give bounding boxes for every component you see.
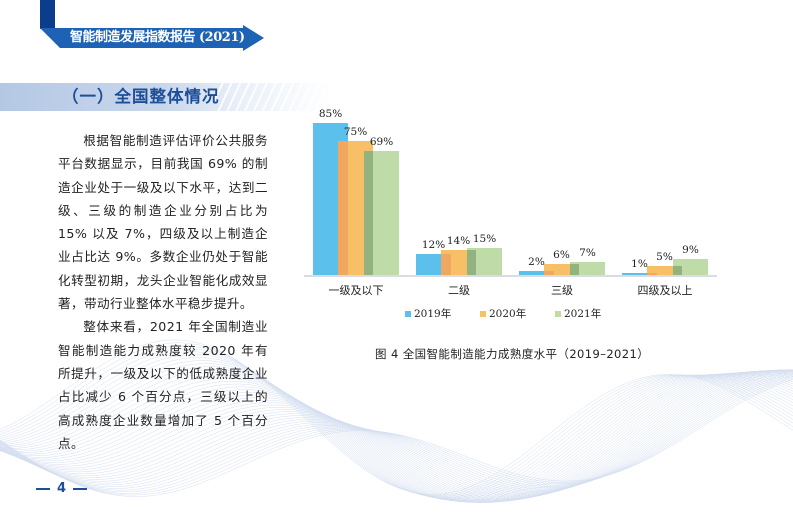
legend-label: 2021年 <box>564 308 602 320</box>
body-text: 根据智能制造评估评价公共服务平台数据显示，目前我国 69% 的制造企业处于一级及… <box>58 129 268 455</box>
bar-overlap <box>673 266 682 275</box>
report-title: 智能制造发展指数报告 (2021) <box>70 30 245 45</box>
bar-2020-2 <box>544 264 579 275</box>
bar-overlap <box>544 271 554 275</box>
bar-value-label: 12% <box>421 238 446 251</box>
bar-overlap <box>364 151 373 275</box>
bar-2019-2 <box>519 271 554 275</box>
legend-item-2021: 2021年 <box>555 306 601 321</box>
category-label: 一级及以下 <box>328 284 384 297</box>
legend-swatch-icon <box>480 310 486 317</box>
page-number-value: 4 <box>57 481 67 496</box>
category-label: 二级 <box>448 284 470 297</box>
page-number-dash-left <box>36 487 50 490</box>
bar-value-label: 15% <box>472 233 497 246</box>
bar-value-label: 7% <box>579 247 596 260</box>
page-number-dash-right <box>73 487 88 490</box>
bar-value-label: 6% <box>553 249 570 262</box>
page-number: 4 <box>36 481 88 496</box>
maturity-bar-chart: 2019年 2020年 2021年 85% 75% 69% 一级及以下 12% 14% 15% 二… <box>295 100 735 330</box>
report-title-banner <box>40 25 264 51</box>
section-header-stripes <box>215 83 325 111</box>
header-accent-bar <box>40 0 55 29</box>
section-title: （一）全国整体情况 <box>62 87 220 106</box>
chart-x-axis <box>304 275 717 277</box>
bar-overlap <box>570 264 579 275</box>
legend-swatch-icon <box>555 310 561 317</box>
legend-item-2020: 2020年 <box>480 306 526 321</box>
bar-value-label: 9% <box>682 243 699 256</box>
bar-2019-3 <box>622 273 657 275</box>
bar-value-label: 5% <box>656 251 673 264</box>
bar-value-label: 75% <box>343 125 368 138</box>
bar-overlap <box>338 140 348 275</box>
bar-value-label: 2% <box>528 256 545 269</box>
bar-overlap <box>467 249 476 275</box>
figure-caption: 图 4 全国智能制造能力成熟度水平（2019–2021） <box>375 347 650 361</box>
legend-swatch-icon <box>405 310 411 317</box>
bar-overlap <box>441 253 451 275</box>
bar-2020-3 <box>647 266 682 275</box>
legend-label: 2020年 <box>489 308 527 320</box>
body-paragraph-1: 根据智能制造评估评价公共服务平台数据显示，目前我国 69% 的制造企业处于一级及… <box>58 133 268 312</box>
legend-label: 2019年 <box>414 308 452 320</box>
bar-value-label: 69% <box>369 136 394 149</box>
legend-item-2019: 2019年 <box>405 306 451 321</box>
bar-value-label: 1% <box>631 258 648 270</box>
bar-value-label: 85% <box>318 107 343 120</box>
category-label: 三级 <box>551 284 573 297</box>
chart-legend: 2019年 2020年 2021年 <box>295 306 735 322</box>
bar-value-label: 14% <box>446 234 471 247</box>
body-paragraph-2: 整体来看，2021 年全国制造业智能制造能力成熟度较 2020 年有所提升，一级… <box>58 319 268 451</box>
bar-overlap <box>647 273 657 275</box>
category-label: 四级及以上 <box>637 284 693 297</box>
